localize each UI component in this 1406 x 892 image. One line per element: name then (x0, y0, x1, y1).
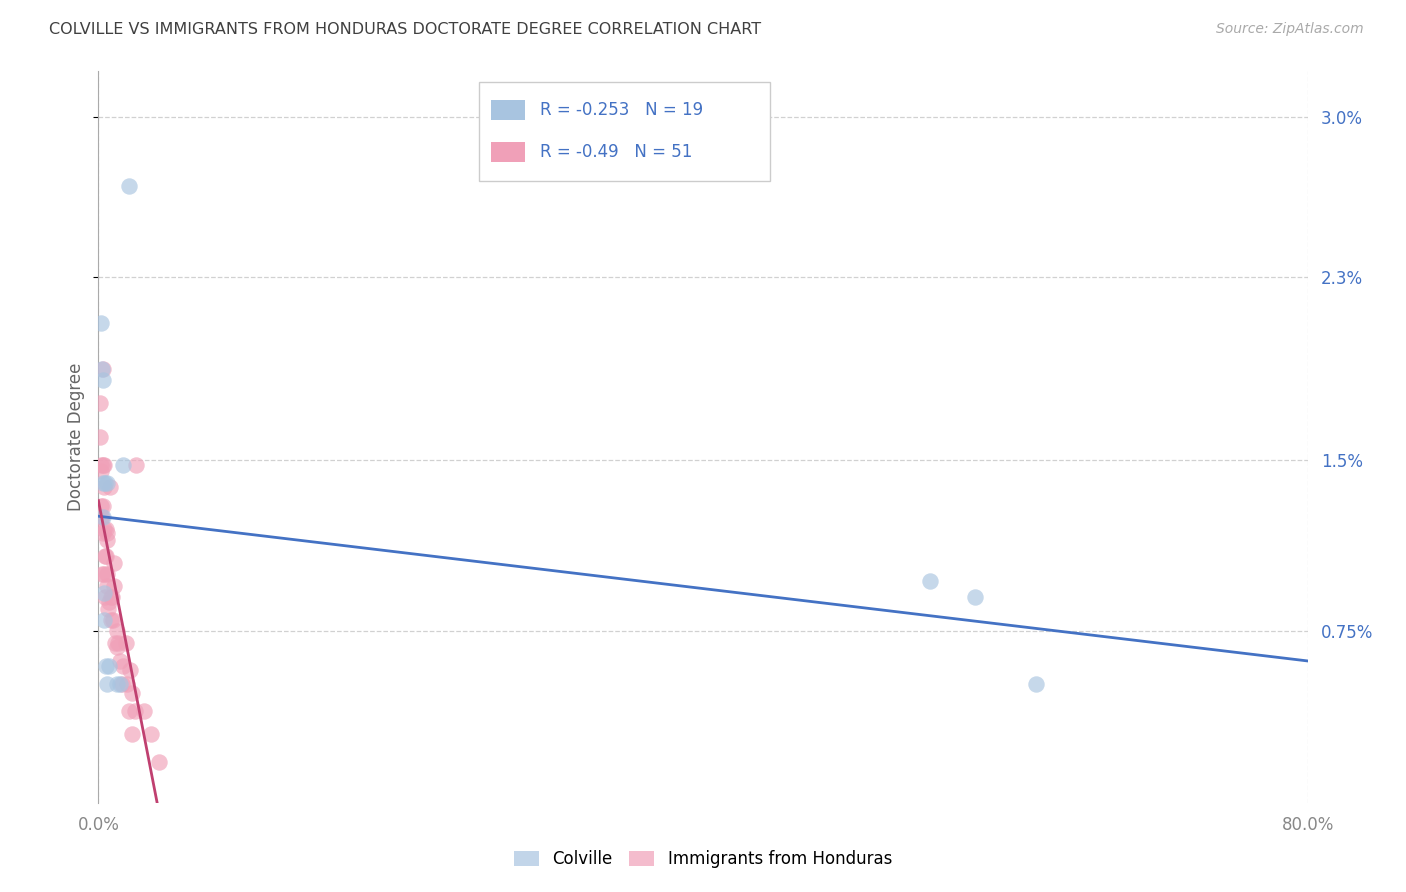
Point (93, 458, 115, 472)
Point (121, 686, 143, 700)
Point (96, 567, 118, 582)
Point (103, 556, 125, 570)
Point (89, 430, 111, 444)
Point (98, 480, 121, 494)
Point (91, 475, 114, 490)
Point (91, 373, 114, 387)
Point (111, 458, 134, 472)
Point (103, 579, 125, 593)
Point (124, 705, 146, 719)
Point (101, 590, 124, 604)
Point (965, 590, 987, 604)
Point (132, 705, 155, 719)
Point (94, 521, 117, 535)
Y-axis label: Doctorate Degree: Doctorate Degree (67, 363, 86, 511)
Point (96, 526, 118, 541)
FancyBboxPatch shape (492, 142, 526, 162)
Point (118, 705, 141, 719)
Point (90, 361, 112, 376)
Point (111, 677, 134, 691)
Point (108, 677, 131, 691)
Point (96, 533, 118, 547)
Point (110, 654, 132, 668)
Text: R = -0.49   N = 51: R = -0.49 N = 51 (540, 143, 692, 161)
Point (91, 510, 114, 524)
Point (90, 464, 112, 478)
Point (98, 594, 121, 608)
Point (111, 658, 134, 673)
Text: R = -0.253   N = 19: R = -0.253 N = 19 (540, 101, 703, 120)
Point (91, 458, 114, 472)
Point (125, 458, 148, 472)
Point (93, 585, 115, 599)
Point (93, 613, 115, 627)
Point (91, 567, 114, 582)
Text: Source: ZipAtlas.com: Source: ZipAtlas.com (1216, 22, 1364, 37)
Point (101, 613, 124, 627)
Point (107, 636, 129, 650)
Point (94, 549, 117, 563)
Point (148, 755, 170, 769)
Point (90, 499, 112, 513)
Point (114, 636, 136, 650)
Point (105, 624, 128, 639)
Point (90, 510, 112, 524)
Point (96, 579, 118, 593)
Point (91, 526, 114, 541)
Point (89, 396, 111, 410)
Point (918, 574, 941, 588)
Point (94, 549, 117, 563)
Text: COLVILLE VS IMMIGRANTS FROM HONDURAS DOCTORATE DEGREE CORRELATION CHART: COLVILLE VS IMMIGRANTS FROM HONDURAS DOC… (49, 22, 761, 37)
Point (118, 178, 141, 193)
Point (94, 590, 117, 604)
Point (91, 361, 114, 376)
Legend: Colville, Immigrants from Honduras: Colville, Immigrants from Honduras (508, 844, 898, 875)
FancyBboxPatch shape (492, 100, 526, 120)
Point (94, 475, 117, 490)
Point (93, 567, 115, 582)
Point (96, 677, 118, 691)
Point (105, 640, 128, 655)
Point (94, 658, 117, 673)
Point (141, 727, 163, 741)
Point (96, 475, 118, 490)
FancyBboxPatch shape (479, 82, 769, 181)
Point (104, 636, 127, 650)
Point (105, 677, 128, 691)
Point (90, 458, 112, 472)
Point (97, 601, 120, 615)
Point (93, 480, 115, 494)
Point (91, 510, 114, 524)
Point (98, 658, 121, 673)
Point (90, 316, 112, 330)
Point (120, 663, 142, 677)
Point (1024, 677, 1046, 691)
Point (121, 727, 143, 741)
Point (93, 521, 115, 535)
Point (115, 677, 138, 691)
Point (100, 613, 122, 627)
Point (91, 499, 114, 513)
Point (100, 590, 122, 604)
